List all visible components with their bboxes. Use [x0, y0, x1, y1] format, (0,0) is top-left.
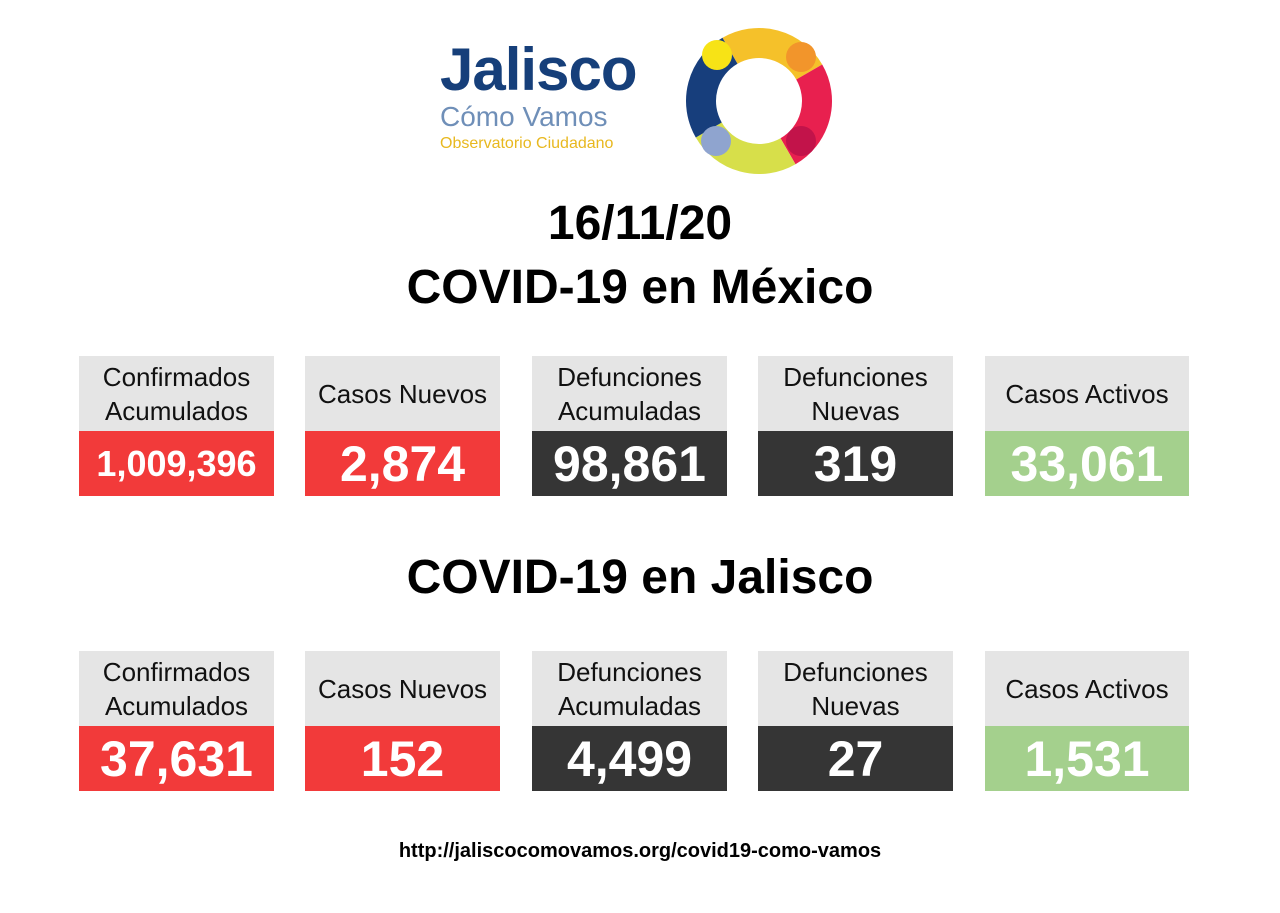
- card-value: 2,874: [305, 431, 500, 496]
- jalisco-new-deaths-card: Defunciones Nuevas 27: [758, 651, 953, 791]
- jalisco-stats: Confirmados Acumulados 37,631 Casos Nuev…: [79, 651, 1189, 791]
- card-label: Defunciones Acumuladas: [532, 651, 727, 726]
- card-value: 98,861: [532, 431, 727, 496]
- card-value: 1,531: [985, 726, 1189, 791]
- report-date: 16/11/20: [547, 197, 733, 250]
- logo: Jalisco Cómo Vamos Observatorio Ciudadan…: [440, 40, 660, 154]
- logo-subtitle: Cómo Vamos: [440, 101, 608, 132]
- mexico-confirmed-card: Confirmados Acumulados 1,009,396: [79, 356, 274, 496]
- card-value: 1,009,396: [79, 431, 274, 496]
- card-value: 319: [758, 431, 953, 496]
- mexico-new-deaths-card: Defunciones Nuevas 319: [758, 356, 953, 496]
- logo-title: Jalisco: [440, 36, 637, 103]
- logo-ring-icon: [686, 28, 832, 174]
- logo-tagline: Observatorio Ciudadano: [440, 135, 614, 152]
- card-value: 37,631: [79, 726, 274, 791]
- card-value: 152: [305, 726, 500, 791]
- jalisco-title: COVID-19 en Jalisco: [406, 551, 874, 604]
- mexico-new-cases-card: Casos Nuevos 2,874: [305, 356, 500, 496]
- card-label: Defunciones Acumuladas: [532, 356, 727, 431]
- card-value: 33,061: [985, 431, 1189, 496]
- card-label: Defunciones Nuevas: [758, 651, 953, 726]
- card-label: Casos Activos: [985, 356, 1189, 431]
- jalisco-new-cases-card: Casos Nuevos 152: [305, 651, 500, 791]
- card-label: Confirmados Acumulados: [79, 356, 274, 431]
- card-label: Casos Nuevos: [305, 356, 500, 431]
- card-label: Defunciones Nuevas: [758, 356, 953, 431]
- jalisco-active-card: Casos Activos 1,531: [985, 651, 1189, 791]
- jalisco-confirmed-card: Confirmados Acumulados 37,631: [79, 651, 274, 791]
- mexico-active-card: Casos Activos 33,061: [985, 356, 1189, 496]
- mexico-stats: Confirmados Acumulados 1,009,396 Casos N…: [79, 356, 1189, 496]
- card-label: Casos Nuevos: [305, 651, 500, 726]
- jalisco-deaths-card: Defunciones Acumuladas 4,499: [532, 651, 727, 791]
- mexico-deaths-card: Defunciones Acumuladas 98,861: [532, 356, 727, 496]
- footer-url-link[interactable]: http://jaliscocomovamos.org/covid19-como…: [398, 840, 882, 862]
- card-label: Confirmados Acumulados: [79, 651, 274, 726]
- card-label: Casos Activos: [985, 651, 1189, 726]
- card-value: 4,499: [532, 726, 727, 791]
- mexico-title: COVID-19 en México: [406, 261, 874, 314]
- card-value: 27: [758, 726, 953, 791]
